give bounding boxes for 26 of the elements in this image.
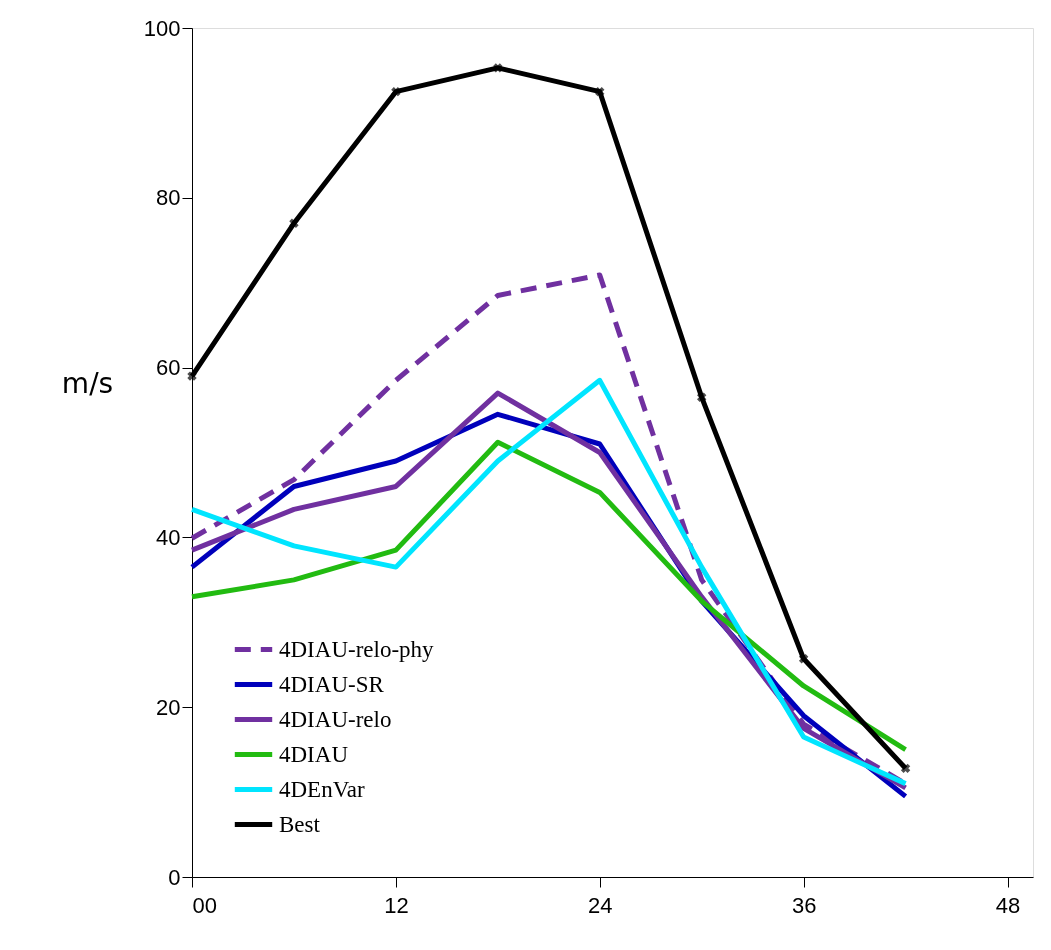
point (798, 654, 809, 664)
legend-label: 4DIAU (279, 741, 349, 767)
x-tick-label: 00 (192, 892, 217, 918)
x-tick-label: 48 (995, 892, 1021, 918)
y-tick-label: 80 (156, 185, 181, 211)
point (289, 218, 299, 228)
point (493, 63, 503, 73)
legend-label: 4DEnVar (279, 776, 365, 802)
y-tick-label: 0 (168, 864, 181, 890)
x-tick-label: 24 (588, 892, 613, 918)
y-tick-label: 60 (156, 355, 181, 381)
x-tick-label: 12 (384, 892, 409, 918)
legend-label: 4DIAU-relo (279, 706, 392, 732)
legend-label: 4DIAU-SR (279, 671, 385, 697)
y-tick-label: 20 (156, 694, 181, 720)
point (697, 392, 707, 403)
legend-label: 4DIAU-relo-phy (279, 636, 435, 662)
y-tick-label: 100 (143, 15, 181, 41)
point (595, 86, 605, 97)
point (900, 763, 911, 774)
y-axis-title: m/s (61, 366, 114, 400)
point (187, 371, 197, 381)
y-tick-label: 40 (156, 524, 181, 550)
point (391, 86, 401, 97)
legend-label: Best (279, 811, 321, 837)
x-tick-label: 36 (791, 892, 817, 918)
